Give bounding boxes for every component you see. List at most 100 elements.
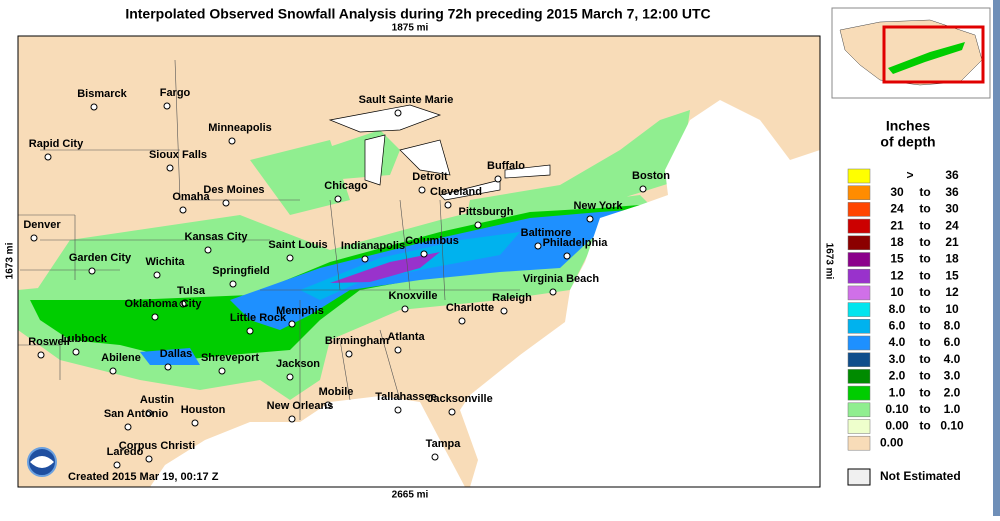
city-label: Virginia Beach	[523, 273, 599, 285]
city-label: Kansas City	[185, 231, 249, 243]
legend-label: to	[919, 302, 930, 316]
city-label: Oklahoma City	[124, 298, 202, 310]
legend-label: to	[919, 419, 930, 433]
city-dot	[191, 419, 199, 427]
city-label: Boston	[632, 170, 670, 182]
legend-label: 3.0	[944, 369, 961, 383]
city-label: Corpus Christi	[119, 440, 195, 452]
city-dot	[163, 102, 171, 110]
window-edge	[993, 0, 1000, 516]
legend-swatch	[847, 369, 871, 384]
legend-title: of depth	[880, 134, 935, 150]
great-lakes	[328, 104, 551, 201]
legend-label: 4.0	[944, 352, 961, 366]
city-label: Raleigh	[492, 292, 532, 304]
city-dot	[394, 109, 402, 117]
city-dot	[228, 137, 236, 145]
city-label: Shreveport	[201, 352, 259, 364]
city-label: Laredo	[107, 446, 144, 458]
city-label: Tallahassee	[375, 391, 437, 403]
city-label: Pittsburgh	[459, 206, 514, 218]
city-label: Chicago	[324, 180, 368, 192]
legend-label: to	[919, 268, 930, 282]
city-dot	[448, 408, 456, 416]
legend-label: 3.0	[889, 352, 906, 366]
legend-swatch	[847, 202, 871, 217]
city-label: Philadelphia	[543, 237, 609, 249]
city-label: Mobile	[319, 386, 354, 398]
city-label: Des Moines	[203, 184, 264, 196]
city-label: Detroit	[412, 171, 448, 183]
city-dot	[418, 186, 426, 194]
legend-label: to	[919, 385, 930, 399]
city-dot	[109, 367, 117, 375]
created-label: Created 2015 Mar 19, 00:17 Z	[68, 471, 219, 483]
legend-swatch	[847, 335, 871, 351]
legend-label: to	[919, 369, 930, 383]
city-dot	[229, 280, 237, 288]
city-label: Austin	[140, 394, 175, 406]
city-dot	[639, 185, 647, 193]
legend-label: to	[919, 202, 930, 216]
city-label: Sioux Falls	[149, 149, 207, 161]
city-dot	[37, 351, 45, 359]
legend-label: 4.0	[889, 335, 906, 349]
city-dot	[72, 348, 80, 356]
legend-label: 24	[945, 218, 959, 232]
city-dot	[431, 453, 439, 461]
inset-map	[831, 7, 991, 99]
map-frame	[17, 35, 821, 488]
legend-label: 10	[945, 302, 959, 316]
city-label: Lubbock	[61, 333, 108, 345]
city-label: Houston	[181, 404, 226, 416]
noaa-logo	[27, 447, 57, 477]
city-dot	[145, 455, 153, 463]
ocean	[150, 36, 820, 487]
legend-label: 30	[890, 185, 904, 199]
legend-label: 12	[945, 285, 959, 299]
legend-label: 18	[890, 235, 904, 249]
city-dot	[153, 271, 161, 279]
city-label: Saint Louis	[268, 239, 327, 251]
legend-swatch	[847, 402, 871, 418]
right-distance: 1673 mi	[823, 243, 834, 280]
city-label: New York	[573, 200, 623, 212]
city-label: Roswell	[28, 336, 70, 348]
city-dot	[563, 252, 571, 260]
legend-label: 10	[890, 285, 904, 299]
top-distance: 1875 mi	[392, 23, 429, 34]
city-label: Rapid City	[29, 138, 84, 150]
city-label: Atlanta	[387, 331, 425, 343]
city-dot	[179, 300, 187, 308]
city-dot	[166, 164, 174, 172]
legend-swatch	[847, 168, 871, 184]
title: Interpolated Observed Snowfall Analysis …	[125, 6, 710, 22]
legend-label: 24	[890, 202, 904, 216]
city-label: Tampa	[426, 438, 462, 450]
legend-label: 18	[945, 252, 959, 266]
legend-label: 36	[945, 168, 959, 182]
city-label: Indianapolis	[341, 240, 405, 252]
city-label: San Antonio	[104, 408, 169, 420]
legend-swatch	[847, 319, 871, 334]
city-label: Charlotte	[446, 302, 494, 314]
city-dot	[145, 409, 153, 417]
legend-label: to	[919, 402, 930, 416]
legend-swatch	[847, 435, 871, 451]
city-label: Bismarck	[77, 88, 127, 100]
legend-label: 15	[890, 252, 904, 266]
city-dot	[401, 305, 409, 313]
city-label: Tulsa	[177, 285, 206, 297]
legend-label: 15	[945, 268, 959, 282]
city-label: Omaha	[172, 191, 210, 203]
city-label: Denver	[23, 219, 61, 231]
legend-swatch	[847, 302, 871, 317]
legend-label: to	[919, 218, 930, 232]
city-dot	[494, 175, 502, 183]
city-dot	[534, 242, 542, 250]
city-dot	[204, 246, 212, 254]
legend-label: to	[919, 185, 930, 199]
legend-label: 2.0	[889, 369, 906, 383]
left-distance: 1673 mi	[5, 242, 16, 279]
